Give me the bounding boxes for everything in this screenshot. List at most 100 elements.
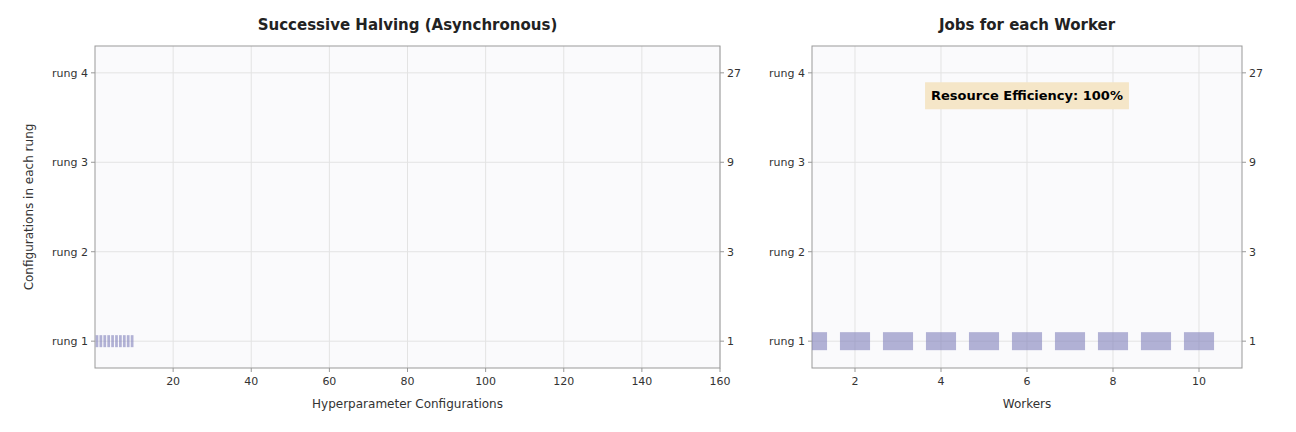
- tick-label-x: 10: [1192, 375, 1206, 388]
- tick-x: [1199, 368, 1200, 372]
- grid-line-x: [563, 46, 564, 368]
- grid-line-y: [812, 72, 1242, 73]
- tick-label-x: 20: [166, 375, 180, 388]
- tick-label-y: rung 2: [769, 246, 805, 259]
- tick-y2: [720, 162, 724, 163]
- tick-y: [808, 72, 812, 73]
- tick-label-y2: 3: [1249, 246, 1256, 259]
- bar: [115, 335, 118, 347]
- grid-line-x: [251, 46, 252, 368]
- chart-svg: 20406080100120140160rung 1rung 2rung 3ru…: [0, 0, 1296, 432]
- grid-line-y: [812, 162, 1242, 163]
- tick-label-y2: 9: [1249, 156, 1256, 169]
- tick-y: [91, 341, 95, 342]
- chart: 246810rung 1rung 2rung 3rung 413927Jobs …: [769, 16, 1263, 411]
- y-axis-label: Configurations in each rung: [22, 124, 36, 291]
- bar: [969, 332, 999, 350]
- annotation-box: [925, 82, 1129, 109]
- plot-background: [812, 46, 1242, 368]
- tick-label-y2: 1: [727, 335, 734, 348]
- tick-label-y2: 1: [1249, 335, 1256, 348]
- tick-label-x: 6: [1024, 375, 1031, 388]
- grid-line-x: [329, 46, 330, 368]
- bar: [107, 335, 110, 347]
- annotation-group: Resource Efficiency: 100%: [925, 82, 1129, 109]
- tick-label-x: 8: [1110, 375, 1117, 388]
- bar: [1098, 332, 1128, 350]
- grid-line-x: [407, 46, 408, 368]
- x-axis-label: Workers: [1003, 397, 1052, 411]
- bar: [119, 335, 122, 347]
- tick-y: [91, 72, 95, 73]
- grid-line-x: [485, 46, 486, 368]
- tick-label-y2: 27: [727, 67, 741, 80]
- tick-label-y: rung 1: [769, 335, 805, 348]
- bar: [812, 332, 827, 350]
- chart-container: 20406080100120140160rung 1rung 2rung 3ru…: [0, 0, 1296, 432]
- tick-label-y2: 9: [727, 156, 734, 169]
- tick-x: [329, 368, 330, 372]
- grid-line-y: [95, 251, 720, 252]
- tick-label-x: 2: [852, 375, 859, 388]
- bar: [127, 335, 130, 347]
- tick-x: [1027, 368, 1028, 372]
- tick-label-x: 4: [938, 375, 945, 388]
- tick-label-x: 160: [710, 375, 731, 388]
- bar: [1055, 332, 1085, 350]
- tick-x: [1113, 368, 1114, 372]
- tick-x: [251, 368, 252, 372]
- grid-line-y: [95, 72, 720, 73]
- bars: [812, 332, 1214, 350]
- bars: [96, 335, 134, 347]
- tick-y: [91, 251, 95, 252]
- grid-line-x: [1199, 46, 1200, 368]
- tick-label-x: 40: [244, 375, 258, 388]
- tick-x: [641, 368, 642, 372]
- tick-x: [563, 368, 564, 372]
- grid-line-y: [95, 162, 720, 163]
- tick-label-x: 100: [475, 375, 496, 388]
- bar: [111, 335, 114, 347]
- tick-x: [855, 368, 856, 372]
- tick-label-x: 80: [401, 375, 415, 388]
- tick-label-y: rung 3: [769, 156, 805, 169]
- bar: [96, 335, 99, 347]
- tick-label-y2: 3: [727, 246, 734, 259]
- tick-label-y: rung 4: [52, 67, 88, 80]
- tick-label-y: rung 4: [769, 67, 805, 80]
- bar: [103, 335, 106, 347]
- tick-y2: [1242, 72, 1246, 73]
- tick-label-y: rung 3: [52, 156, 88, 169]
- tick-y2: [1242, 162, 1246, 163]
- bar: [99, 335, 102, 347]
- tick-y2: [720, 251, 724, 252]
- bar: [840, 332, 870, 350]
- tick-x: [173, 368, 174, 372]
- bar: [131, 335, 134, 347]
- chart: 20406080100120140160rung 1rung 2rung 3ru…: [22, 16, 741, 411]
- tick-x: [485, 368, 486, 372]
- tick-y: [808, 341, 812, 342]
- annotation: Resource Efficiency: 100%: [931, 88, 1123, 103]
- tick-y: [91, 162, 95, 163]
- x-axis-label: Hyperparameter Configurations: [312, 397, 503, 411]
- tick-x: [720, 368, 721, 372]
- bar: [1184, 332, 1214, 350]
- bar: [1012, 332, 1042, 350]
- bar: [883, 332, 913, 350]
- grid-line-y: [95, 341, 720, 342]
- tick-label-x: 60: [322, 375, 336, 388]
- plot-frame: [95, 46, 720, 368]
- tick-x: [407, 368, 408, 372]
- plot-frame: [812, 46, 1242, 368]
- tick-y2: [1242, 251, 1246, 252]
- tick-label-y: rung 2: [52, 246, 88, 259]
- tick-y2: [720, 341, 724, 342]
- plot-background: [95, 46, 720, 368]
- bar: [123, 335, 126, 347]
- grid-line-x: [173, 46, 174, 368]
- title: Jobs for each Worker: [938, 16, 1116, 34]
- tick-y: [808, 162, 812, 163]
- tick-y: [808, 251, 812, 252]
- tick-x: [941, 368, 942, 372]
